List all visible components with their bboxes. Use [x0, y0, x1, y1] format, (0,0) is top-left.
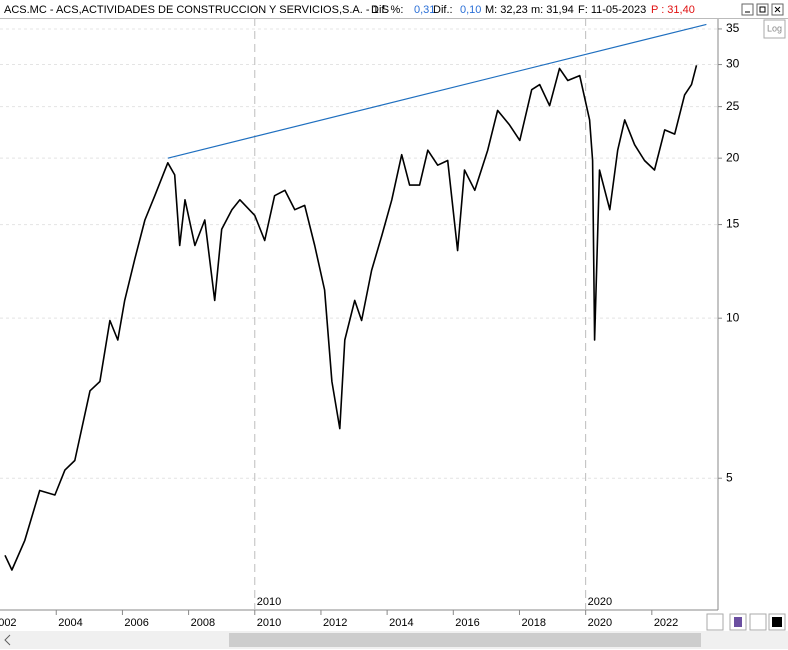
- x-tick-label: 2004: [58, 617, 82, 629]
- x-tick-label: 2002: [0, 617, 17, 629]
- x-tick-label: 2014: [389, 617, 413, 629]
- year-divider-label: 2020: [588, 596, 612, 608]
- x-tick-label: 2008: [191, 617, 215, 629]
- y-tick-label: 20: [726, 150, 740, 164]
- x-tick-label: 2010: [257, 617, 281, 629]
- date-value: F: 11-05-2023: [578, 4, 646, 16]
- y-tick-label: 35: [726, 21, 740, 35]
- y-tick-label: 10: [726, 310, 740, 324]
- price-line: [4, 65, 698, 571]
- y-tick-label: 30: [726, 57, 740, 71]
- dif-pct-label: Dif. %:: [371, 4, 403, 16]
- scroll-left-arrow[interactable]: [4, 634, 11, 646]
- dif-pct-value: 0,31: [414, 4, 435, 16]
- x-tick-label: 2018: [521, 617, 545, 629]
- x-tick-label: 2012: [323, 617, 347, 629]
- y-tick-label: 15: [726, 217, 740, 231]
- max-value: M: 32,23: [485, 4, 528, 16]
- year-divider-label: 2010: [257, 596, 281, 608]
- window-buttons[interactable]: [741, 3, 784, 16]
- dif-value: 0,10: [460, 4, 481, 16]
- header-title: ACS.MC - ACS,ACTIVIDADES DE CONSTRUCCION…: [4, 4, 389, 16]
- print-button[interactable]: [749, 613, 767, 631]
- min-value: m: 31,94: [531, 4, 574, 16]
- dif-label: Dif.:: [433, 4, 453, 16]
- price-value: P : 31,40: [651, 4, 695, 16]
- y-tick-label: 5: [726, 470, 733, 484]
- x-axis-strip: [0, 610, 788, 630]
- x-tick-label: 2006: [124, 617, 148, 629]
- save-icon: [734, 617, 742, 627]
- x-tick-label: 2016: [455, 617, 479, 629]
- trendline: [167, 23, 707, 159]
- log-button[interactable]: [763, 19, 786, 39]
- minimize-button[interactable]: [741, 3, 754, 16]
- x-tick-label: 2020: [588, 617, 612, 629]
- maximize-button[interactable]: [756, 3, 769, 16]
- scrollbar-thumb[interactable]: [229, 633, 701, 647]
- zoom-button[interactable]: [706, 613, 724, 631]
- x-tick-label: 2022: [654, 617, 678, 629]
- maximize-icon: [759, 6, 766, 13]
- y-tick-label: 25: [726, 99, 740, 113]
- log-button-label: Log: [767, 23, 782, 33]
- close-icon: [774, 6, 781, 13]
- color-swatch: [772, 617, 782, 627]
